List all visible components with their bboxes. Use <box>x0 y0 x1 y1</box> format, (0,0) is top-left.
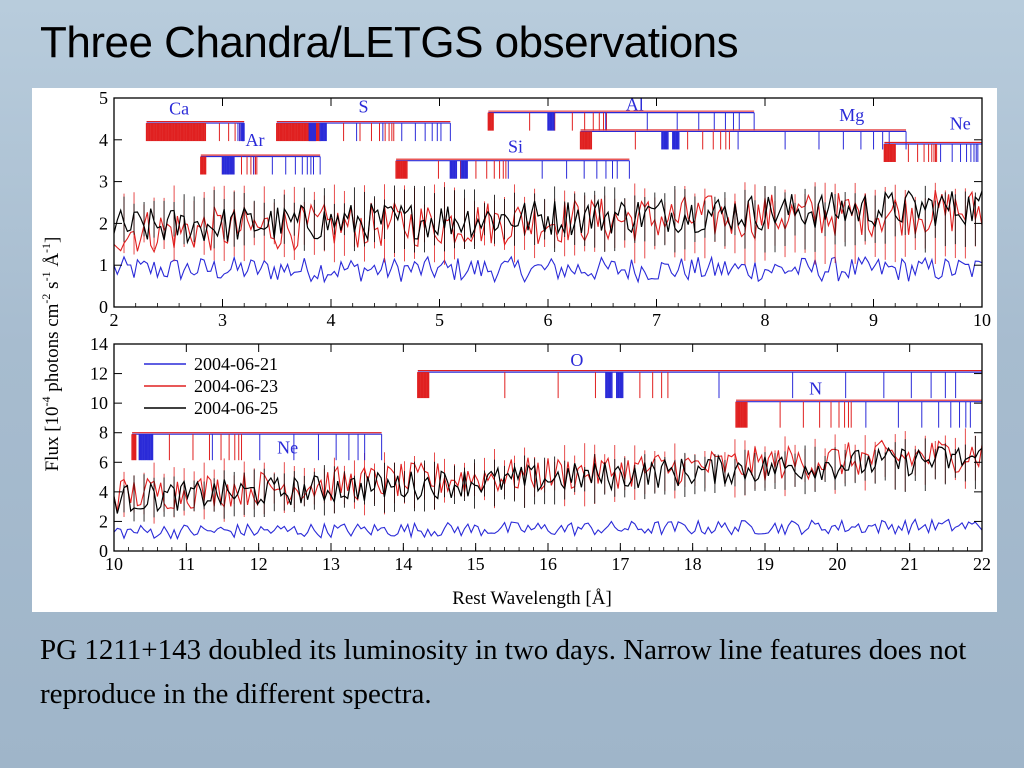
x-tick-label: 9 <box>869 310 878 330</box>
series-2004-06-21 <box>113 255 983 284</box>
ladder-label-Al: Al <box>626 95 644 115</box>
y-tick-label: 8 <box>99 423 108 443</box>
series-2004-06-25 <box>113 190 983 245</box>
x-tick-label: 6 <box>544 310 553 330</box>
y-label-exp2: -2 <box>39 294 53 304</box>
top-panel: Ca S Ar Si Al Mg Ne 2 3 4 5 6 7 8 9 10 0 1 2 3 4 5 <box>99 88 991 330</box>
x-tick-label: 10 <box>105 554 123 574</box>
y-label-A: Å <box>42 253 63 272</box>
x-tick-label: 22 <box>973 554 991 574</box>
series-2004-06-25 <box>113 446 983 514</box>
legend-label: 2004-06-25 <box>194 398 278 418</box>
x-tick-label: 19 <box>756 554 774 574</box>
ladder-label-Mg: Mg <box>839 105 864 125</box>
x-tick-label: 11 <box>178 554 195 574</box>
y-tick-label: 3 <box>99 172 108 192</box>
y-tick-label: 10 <box>90 393 108 413</box>
y-label-mid: photons cm <box>42 303 63 396</box>
x-tick-label: 5 <box>435 310 444 330</box>
x-axis-label: Rest Wavelength [Å] <box>452 588 612 609</box>
y-tick-label: 0 <box>99 297 108 317</box>
x-tick-label: 7 <box>652 310 661 330</box>
x-tick-label: 14 <box>394 554 412 574</box>
bottom-panel: O N Ne 10 11 12 13 14 15 16 17 18 19 20 21 22 0 2 4 6 8 10 12 1… <box>90 334 991 574</box>
y-label-main: Flux [10 <box>42 406 63 471</box>
y-tick-label: 5 <box>99 88 108 108</box>
slide-title: Three Chandra/LETGS observations <box>40 18 739 67</box>
y-tick-label: 6 <box>99 452 108 472</box>
y-tick-label: 1 <box>99 255 108 275</box>
ladder-label-Ne: Ne <box>277 437 298 457</box>
y-tick-label: 0 <box>99 541 108 561</box>
y-tick-label: 14 <box>90 334 108 354</box>
x-tick-label: 15 <box>467 554 485 574</box>
x-tick-label: 16 <box>539 554 557 574</box>
x-tick-label: 12 <box>250 554 268 574</box>
legend-label: 2004-06-23 <box>194 376 278 396</box>
ladder-label-S: S <box>359 97 369 117</box>
legend-label: 2004-06-21 <box>194 354 278 374</box>
ladder-label-Si: Si <box>508 136 523 156</box>
x-tick-label: 20 <box>828 554 846 574</box>
y-tick-label: 2 <box>99 511 108 531</box>
x-tick-label: 4 <box>327 310 336 330</box>
spectra-figure: Ca S Ar Si Al Mg Ne 2 3 4 5 6 7 8 9 10 0 1 2 3 4 5 O N Ne 10 11 12… <box>32 88 997 612</box>
y-tick-label: 12 <box>90 364 108 384</box>
x-tick-label: 8 <box>761 310 770 330</box>
series-2004-06-21 <box>113 517 983 541</box>
y-label-end: ] <box>42 237 63 243</box>
x-tick-label: 10 <box>973 310 991 330</box>
y-tick-label: 4 <box>99 482 108 502</box>
series-2004-06-23 <box>113 190 983 254</box>
x-tick-label: 3 <box>218 310 227 330</box>
ladder-label-Ar: Ar <box>246 130 265 150</box>
x-tick-label: 21 <box>901 554 919 574</box>
x-tick-label: 17 <box>611 554 629 574</box>
y-label-s: s <box>42 281 63 293</box>
x-tick-label: 2 <box>110 310 119 330</box>
y-label-exp1: -4 <box>39 396 53 406</box>
series-2004-06-23 <box>113 439 983 512</box>
svg-text:Flux [10-4 photons cm-2 s-1 Å-: Flux [10-4 photons cm-2 s-1 Å-1] <box>39 237 63 472</box>
x-tick-label: 13 <box>322 554 340 574</box>
y-tick-label: 4 <box>99 130 108 150</box>
y-label-exp4: -1 <box>39 243 53 253</box>
slide-caption: PG 1211+143 doubled its luminosity in tw… <box>40 634 967 710</box>
ladder-label-O: O <box>570 350 583 370</box>
ladder-label-Ne: Ne <box>950 113 971 133</box>
y-label-exp3: -1 <box>39 271 53 281</box>
ladder-label-Ca: Ca <box>169 99 189 119</box>
x-tick-label: 18 <box>684 554 702 574</box>
y-tick-label: 2 <box>99 213 108 233</box>
ladder-label-N: N <box>809 378 822 398</box>
y-axis-label: Flux [10-4 photons cm-2 s-1 Å-1] <box>39 237 63 472</box>
